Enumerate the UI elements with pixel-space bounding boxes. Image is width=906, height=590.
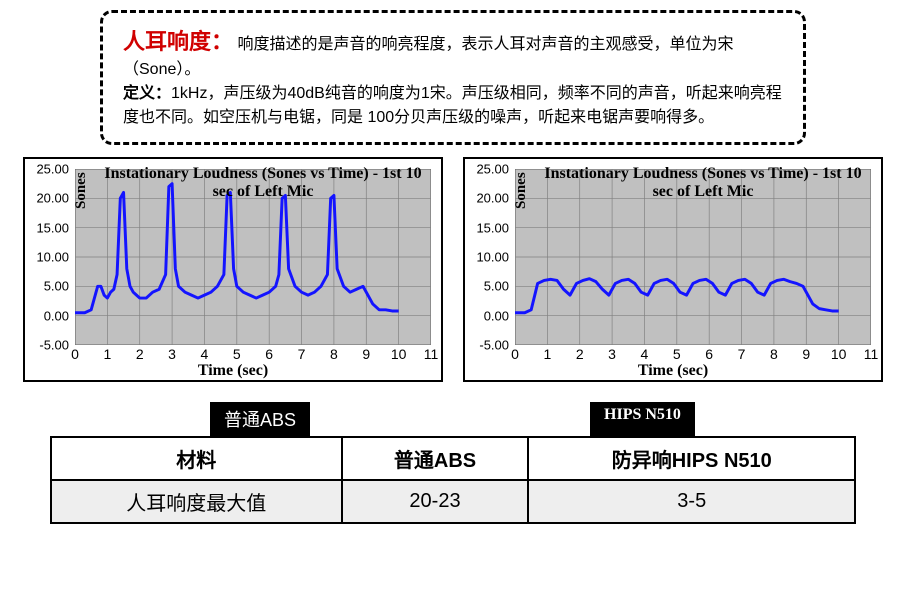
td-val-abs: 20-23 [342,480,529,523]
chart-right-xticks: 01234567891011 [515,346,871,362]
td-val-hips: 3-5 [528,480,855,523]
def-text: 1kHz，声压级为40dB纯音的响度为1宋。声压级相同，频率不同的声音，听起来响… [123,85,782,126]
th-hips: 防异响HIPS N510 [528,437,855,480]
chart-left-title: Instationary Loudness (Sones vs Time) - … [95,165,431,201]
charts-row: Instationary Loudness (Sones vs Time) - … [20,157,886,382]
th-abs: 普通ABS [342,437,529,480]
tag-abs: 普通ABS [210,402,310,436]
chart-right-title: Instationary Loudness (Sones vs Time) - … [535,165,871,201]
comparison-table: 材料 普通ABS 防异响HIPS N510 人耳响度最大值 20-23 3-5 [50,436,856,524]
tag-row: 普通ABS HIPS N510 [50,402,856,436]
info-box: 人耳响度： 响度描述的是声音的响亮程度，表示人耳对声音的主观感受，单位为宋（So… [100,10,806,145]
chart-left-xticks: 01234567891011 [75,346,431,362]
table-row: 人耳响度最大值 20-23 3-5 [51,480,855,523]
tag-hips: HIPS N510 [590,402,695,436]
chart-right: Instationary Loudness (Sones vs Time) - … [463,157,883,382]
th-material: 材料 [51,437,342,480]
chart-left-yticks: -5.000.005.0010.0015.0020.0025.00 [25,169,73,345]
chart-right-ylabel: Sones [513,172,530,209]
chart-left: Instationary Loudness (Sones vs Time) - … [23,157,443,382]
table-header-row: 材料 普通ABS 防异响HIPS N510 [51,437,855,480]
chart-left-xlabel: Time (sec) [25,362,441,380]
chart-left-ylabel: Sones [73,172,90,209]
chart-right-xlabel: Time (sec) [465,362,881,380]
info-title: 人耳响度： [123,29,233,54]
chart-right-yticks: -5.000.005.0010.0015.0020.0025.00 [465,169,513,345]
td-rowlabel: 人耳响度最大值 [51,480,342,523]
def-label: 定义： [123,85,171,102]
